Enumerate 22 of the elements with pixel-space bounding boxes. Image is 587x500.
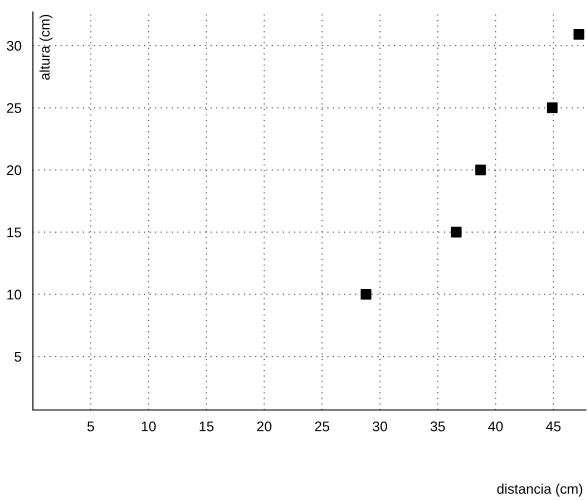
x-tick-label: 45 xyxy=(546,422,561,432)
point xyxy=(574,29,584,40)
y-tick-label: 20 xyxy=(7,165,22,176)
x-tick-label: 10 xyxy=(142,421,156,432)
x-tick-label: 30 xyxy=(372,421,388,432)
point xyxy=(475,164,486,176)
x-axis-title: distancia (cm) xyxy=(497,484,582,497)
point xyxy=(450,226,462,238)
y-axis-title: altura (cm) xyxy=(40,14,52,80)
x-tick-label: 25 xyxy=(315,421,330,432)
y-tick-label: 10 xyxy=(7,290,22,300)
point xyxy=(360,288,372,300)
y-tick-label: 30 xyxy=(6,40,22,51)
x-tick-label: 15 xyxy=(200,422,214,432)
x-tick-label: 40 xyxy=(488,421,503,432)
y-tick-label: 5 xyxy=(14,352,22,362)
y-tick-label: 15 xyxy=(7,228,22,238)
x-tick-label: 5 xyxy=(87,422,94,432)
x-tick-label: 20 xyxy=(257,421,272,432)
point xyxy=(546,102,558,114)
y-tick-label: 25 xyxy=(7,103,22,113)
x-tick-label: 35 xyxy=(430,421,445,432)
